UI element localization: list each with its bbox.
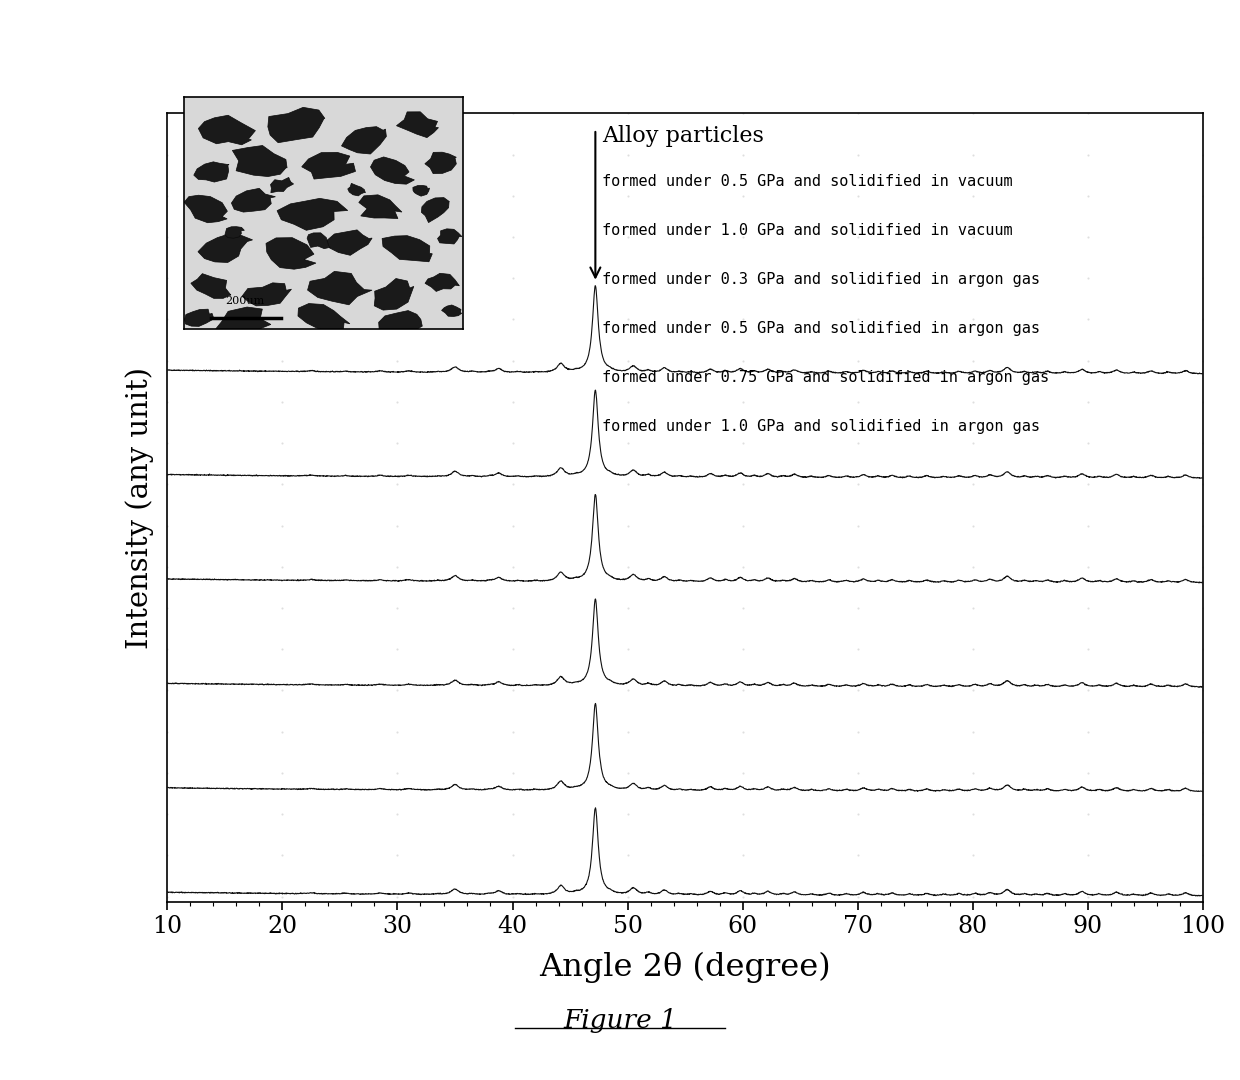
Polygon shape	[382, 235, 433, 261]
Polygon shape	[185, 309, 215, 326]
Polygon shape	[378, 311, 423, 334]
Polygon shape	[208, 307, 270, 343]
Polygon shape	[242, 283, 291, 306]
Text: formed under 1.0 GPa and solidified in vacuum: formed under 1.0 GPa and solidified in v…	[603, 222, 1013, 238]
Polygon shape	[232, 188, 275, 212]
Polygon shape	[326, 230, 372, 255]
Polygon shape	[347, 184, 366, 195]
Y-axis label: Intensity (any unit): Intensity (any unit)	[125, 366, 154, 649]
Text: formed under 0.3 GPa and solidified in argon gas: formed under 0.3 GPa and solidified in a…	[603, 272, 1040, 287]
Polygon shape	[341, 126, 387, 154]
Polygon shape	[298, 303, 350, 332]
Polygon shape	[397, 112, 439, 137]
Text: formed under 1.0 GPa and solidified in argon gas: formed under 1.0 GPa and solidified in a…	[603, 419, 1040, 433]
X-axis label: Angle 2θ (degree): Angle 2θ (degree)	[539, 951, 831, 983]
Polygon shape	[374, 279, 414, 310]
Polygon shape	[438, 229, 461, 244]
Polygon shape	[198, 233, 253, 262]
Text: formed under 0.5 GPa and solidified in argon gas: formed under 0.5 GPa and solidified in a…	[603, 321, 1040, 336]
Polygon shape	[224, 227, 244, 239]
Polygon shape	[191, 273, 231, 298]
Polygon shape	[441, 305, 461, 316]
Text: formed under 0.75 GPa and solidified in argon gas: formed under 0.75 GPa and solidified in …	[603, 369, 1049, 384]
Polygon shape	[425, 152, 456, 174]
Polygon shape	[198, 116, 255, 145]
Polygon shape	[358, 194, 402, 218]
Text: Figure 1: Figure 1	[563, 1008, 677, 1034]
Polygon shape	[308, 233, 330, 248]
Polygon shape	[425, 273, 459, 292]
Polygon shape	[301, 152, 356, 179]
Polygon shape	[193, 162, 229, 183]
Polygon shape	[371, 157, 414, 185]
Polygon shape	[413, 186, 429, 197]
Text: formed under 0.5 GPa and solidified in vacuum: formed under 0.5 GPa and solidified in v…	[603, 174, 1013, 189]
Polygon shape	[277, 199, 347, 230]
Polygon shape	[232, 146, 288, 176]
Text: Alloy particles: Alloy particles	[603, 125, 764, 147]
Polygon shape	[184, 195, 227, 222]
Polygon shape	[268, 107, 325, 143]
Polygon shape	[270, 177, 294, 192]
Text: 200um: 200um	[226, 296, 264, 307]
Polygon shape	[267, 238, 316, 269]
Polygon shape	[422, 198, 449, 222]
Polygon shape	[308, 271, 372, 305]
